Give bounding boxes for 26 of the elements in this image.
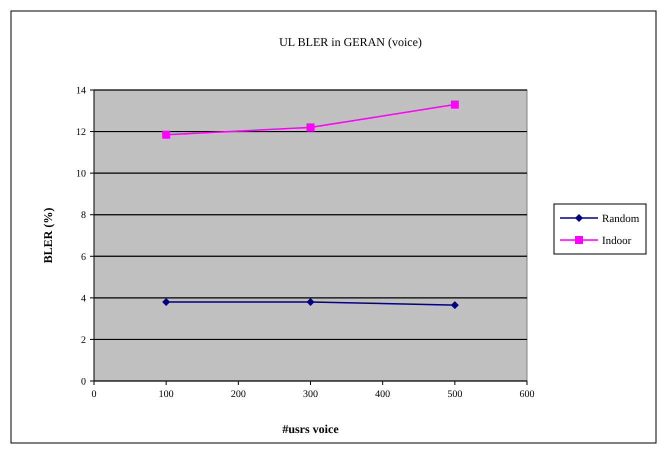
- legend-label: Random: [602, 212, 640, 225]
- y-tick-label: 8: [81, 210, 86, 222]
- chart-title: UL BLER in GERAN (voice): [279, 35, 422, 49]
- y-tick-label: 4: [81, 293, 86, 304]
- legend-label: Indoor: [602, 234, 632, 247]
- x-tick-label: 400: [375, 389, 390, 400]
- y-tick-label: 2: [81, 334, 86, 346]
- point: [450, 301, 459, 310]
- y-tick-label: 0: [81, 376, 86, 388]
- x-tick-label: 200: [230, 389, 246, 400]
- point: [162, 298, 170, 306]
- y-tick-label: 6: [81, 252, 86, 263]
- y-tick-label: 10: [76, 168, 86, 180]
- point: [162, 130, 170, 139]
- point: [306, 298, 314, 306]
- point: [306, 123, 314, 132]
- x-tick-label: 100: [158, 389, 174, 400]
- x-tick-label: 300: [303, 389, 318, 400]
- x-tick-label: 600: [520, 389, 534, 400]
- y-tick-label: 12: [76, 127, 86, 138]
- x-axis-title: #usrs voice: [282, 422, 340, 436]
- y-tick-label: 14: [76, 86, 86, 96]
- point: [450, 100, 459, 109]
- x-tick-label: 500: [447, 389, 462, 400]
- y-axis-title: BLER (%): [41, 208, 55, 264]
- x-tick-label: 0: [92, 389, 96, 400]
